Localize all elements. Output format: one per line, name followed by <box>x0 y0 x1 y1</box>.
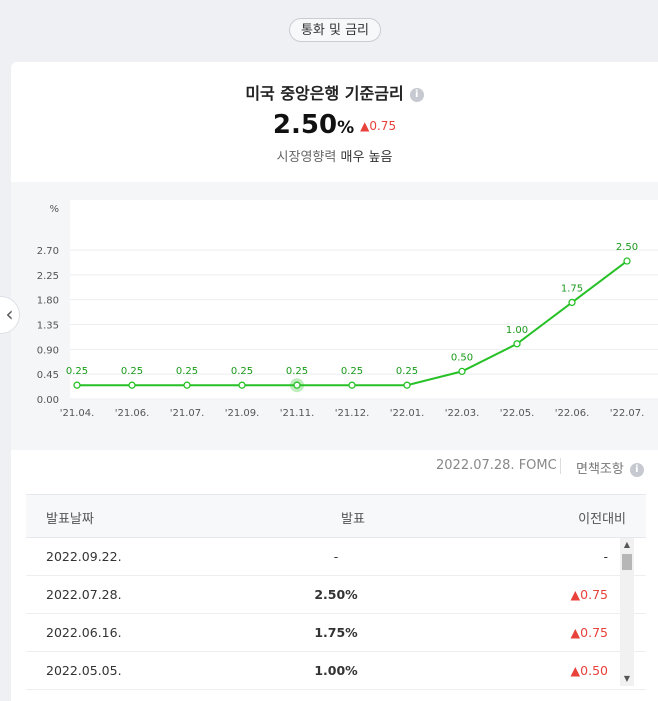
data-point <box>568 298 576 307</box>
data-label: 0.25 <box>286 366 308 377</box>
x-tick-label: '21.12. <box>335 408 370 419</box>
row-change: - <box>603 549 608 564</box>
x-tick-label: '21.11. <box>280 408 315 419</box>
data-label: 2.50 <box>616 242 638 253</box>
data-point <box>513 340 521 348</box>
market-impact: 시장영향력 매우 높음 <box>11 146 658 165</box>
chart-area: % 2.70 2.25 1.80 1.35 0.90 0.45 0.00'21.04. '21.… <box>11 182 658 450</box>
y-axis-unit: % <box>49 204 59 215</box>
impact-label: 시장영향력 <box>276 150 337 165</box>
rate-unit: % <box>337 118 355 138</box>
rate-value: 2.50 <box>272 110 338 140</box>
table-row: 2022.09.22. - - <box>26 538 646 576</box>
rate-table: 발표날짜 발표 이전대비 2022.09.22. - - 2022.07.28.… <box>26 494 646 690</box>
data-point <box>293 381 301 389</box>
row-change: ▲0.75 <box>570 587 608 602</box>
impact-level: 매우 높음 <box>340 150 393 165</box>
data-point <box>458 367 466 376</box>
data-point <box>623 257 631 265</box>
data-point <box>73 381 81 389</box>
disclaimer-info-icon[interactable]: i <box>629 462 644 477</box>
x-tick-label: '22.07. <box>610 408 645 419</box>
rate-card: 미국 중앙은행 기준금리 i 2.50% ▲0.75 시장영향력 매우 높음 % 2.… <box>11 62 658 701</box>
info-icon[interactable]: i <box>409 87 424 102</box>
x-tick-label: '22.03. <box>445 408 480 419</box>
row-change: ▲0.75 <box>570 625 608 640</box>
data-point <box>183 381 191 389</box>
header-change: 이전대비 <box>578 512 626 527</box>
x-tick-label: '21.04. <box>60 408 95 419</box>
data-label: 0.25 <box>121 366 143 377</box>
current-rate: 2.50% ▲0.75 <box>11 110 658 140</box>
data-label: 0.25 <box>176 366 198 377</box>
row-date: 2022.09.22. <box>46 549 122 564</box>
data-label: 0.50 <box>451 352 473 363</box>
scroll-down-arrow-icon[interactable]: ▼ <box>623 674 631 683</box>
row-value: 1.75% <box>314 625 358 640</box>
data-label: 1.75 <box>561 283 583 294</box>
row-value: - <box>333 549 339 564</box>
row-date: 2022.07.28. <box>46 587 122 602</box>
x-tick-label: '22.06. <box>555 408 590 419</box>
y-tick-label: 2.25 <box>37 271 59 282</box>
row-change: ▲0.50 <box>570 663 608 678</box>
x-tick-label: '21.09. <box>225 408 260 419</box>
table-row: 2022.05.05. 1.00% ▲0.50 <box>26 652 646 690</box>
disclaimer-text: 면책조항 <box>576 462 624 477</box>
y-tick-label: 1.35 <box>37 321 59 332</box>
x-tick-label: '21.06. <box>115 408 150 419</box>
row-date: 2022.05.05. <box>46 663 122 678</box>
data-point <box>238 381 246 389</box>
title-text: 미국 중앙은행 기준금리 <box>245 84 404 103</box>
data-point <box>403 381 411 389</box>
row-value: 2.50% <box>314 587 358 602</box>
row-value: 1.00% <box>314 663 358 678</box>
x-tick-label: '21.07. <box>170 408 205 419</box>
table-row: 2022.07.28. 2.50% ▲0.75 <box>26 576 646 614</box>
table-scrollbar[interactable]: ▲ ▼ <box>620 538 634 686</box>
data-label: 1.00 <box>506 325 528 336</box>
category-chip[interactable]: 통화 및 금리 <box>289 18 381 42</box>
scroll-up-arrow-icon[interactable]: ▲ <box>623 540 631 549</box>
row-date: 2022.06.16. <box>46 625 122 640</box>
y-tick-label: 0.00 <box>37 395 59 406</box>
y-tick-label: 0.45 <box>37 370 59 381</box>
data-label: 0.25 <box>231 366 253 377</box>
table-header: 발표날짜 발표 이전대비 <box>26 495 646 538</box>
y-tick-label: 0.90 <box>37 345 59 356</box>
x-tick-label: '22.05. <box>500 408 535 419</box>
page-title: 미국 중앙은행 기준금리 i <box>11 80 658 104</box>
scroll-thumb[interactable] <box>622 554 632 570</box>
y-tick-label: 2.70 <box>37 246 59 257</box>
x-tick-label: '22.01. <box>390 408 425 419</box>
header-value: 발표 <box>341 512 365 527</box>
data-point <box>348 381 356 389</box>
announcement-source: 2022.07.28. FOMC <box>436 458 557 473</box>
data-label: 0.25 <box>341 366 363 377</box>
data-label: 0.25 <box>66 366 88 377</box>
header-date: 발표날짜 <box>46 512 94 527</box>
y-tick-label: 1.80 <box>37 296 59 307</box>
table-row: 2022.06.16. 1.75% ▲0.75 <box>26 614 646 652</box>
rate-change: ▲0.75 <box>360 119 397 133</box>
data-point <box>128 381 136 389</box>
rate-chart: % 2.70 2.25 1.80 1.35 0.90 0.45 0.00'21.04. '21.… <box>37 200 658 419</box>
meta-divider <box>560 458 561 474</box>
disclaimer-link[interactable]: 면책조항 i <box>576 458 644 477</box>
data-label: 0.25 <box>396 366 418 377</box>
